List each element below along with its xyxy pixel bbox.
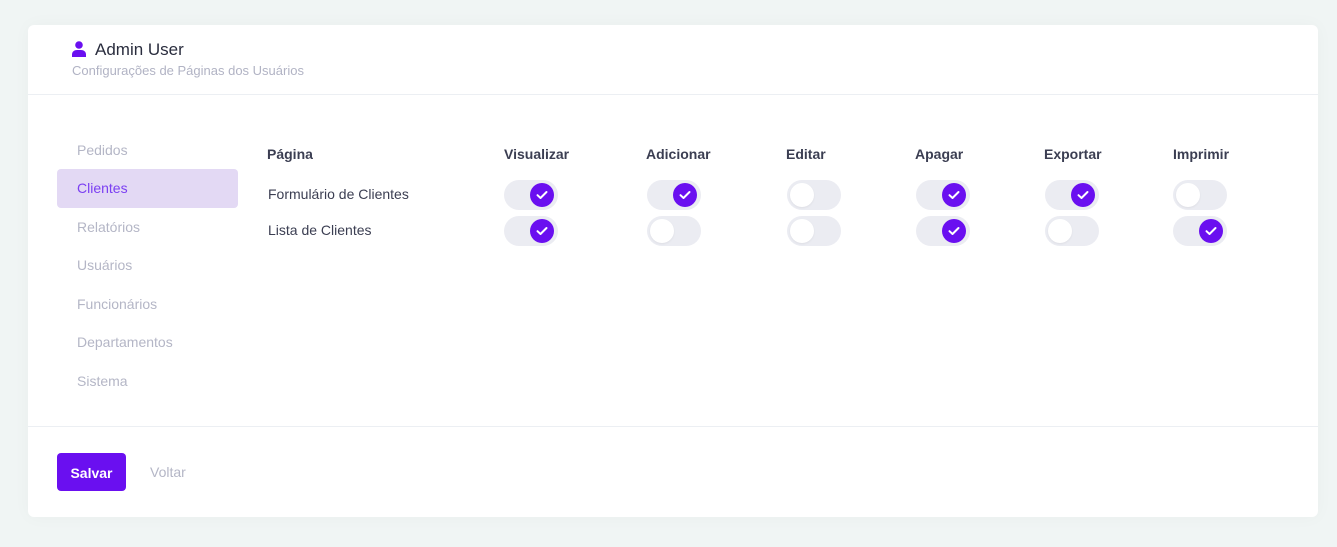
toggle-knob — [790, 219, 814, 243]
column-header-visualizar: Visualizar — [504, 146, 570, 162]
sidebar-item-relatorios[interactable]: Relatórios — [77, 219, 141, 235]
toggle-knob — [530, 183, 554, 207]
user-icon — [72, 41, 86, 57]
toggle-imprimir-row-2[interactable] — [1173, 216, 1227, 246]
sidebar-item-funcionarios[interactable]: Funcionários — [77, 296, 158, 312]
footer-divider — [28, 426, 1318, 427]
sidebar-item-usuarios[interactable]: Usuários — [77, 257, 133, 273]
toggle-visualizar-row-2[interactable] — [504, 216, 558, 246]
column-header-apagar: Apagar — [915, 146, 964, 162]
check-icon — [948, 191, 960, 199]
check-icon — [948, 227, 960, 235]
column-header-pagina: Página — [267, 146, 313, 162]
toggle-imprimir-row-1[interactable] — [1173, 180, 1227, 210]
column-header-adicionar: Adicionar — [646, 146, 711, 162]
card-header: Admin User Configurações de Páginas dos … — [28, 25, 1318, 95]
column-header-exportar: Exportar — [1044, 146, 1102, 162]
toggle-apagar-row-1[interactable] — [916, 180, 970, 210]
toggle-exportar-row-2[interactable] — [1045, 216, 1099, 246]
sidebar-item-sistema[interactable]: Sistema — [77, 373, 128, 389]
toggle-knob — [942, 183, 966, 207]
page-subtitle: Configurações de Páginas dos Usuários — [72, 63, 304, 78]
sidebar-item-pedidos[interactable]: Pedidos — [77, 142, 128, 158]
check-icon — [1077, 191, 1089, 199]
toggle-knob — [1176, 183, 1200, 207]
toggle-editar-row-2[interactable] — [787, 216, 841, 246]
toggle-knob — [1048, 219, 1072, 243]
toggle-visualizar-row-1[interactable] — [504, 180, 558, 210]
toggle-knob — [1071, 183, 1095, 207]
check-icon — [536, 227, 548, 235]
toggle-exportar-row-1[interactable] — [1045, 180, 1099, 210]
toggle-knob — [942, 219, 966, 243]
toggle-knob — [673, 183, 697, 207]
toggle-knob — [650, 219, 674, 243]
sidebar-item-departamentos[interactable]: Departamentos — [77, 334, 173, 350]
toggle-apagar-row-2[interactable] — [916, 216, 970, 246]
user-name: Admin User — [95, 40, 184, 59]
permissions-card: Admin User Configurações de Páginas dos … — [28, 25, 1318, 517]
toggle-knob — [790, 183, 814, 207]
check-icon — [679, 191, 691, 199]
check-icon — [1205, 227, 1217, 235]
sidebar-item-clientes[interactable]: Clientes — [57, 169, 238, 208]
back-link[interactable]: Voltar — [150, 464, 186, 480]
save-button[interactable]: Salvar — [57, 453, 126, 491]
toggle-adicionar-row-2[interactable] — [647, 216, 701, 246]
toggle-knob — [530, 219, 554, 243]
toggle-adicionar-row-1[interactable] — [647, 180, 701, 210]
row-label-lista-clientes: Lista de Clientes — [268, 222, 372, 238]
check-icon — [536, 191, 548, 199]
column-header-imprimir: Imprimir — [1173, 146, 1230, 162]
toggle-editar-row-1[interactable] — [787, 180, 841, 210]
column-header-editar: Editar — [786, 146, 826, 162]
toggle-knob — [1199, 219, 1223, 243]
row-label-formulario-clientes: Formulário de Clientes — [268, 186, 409, 202]
